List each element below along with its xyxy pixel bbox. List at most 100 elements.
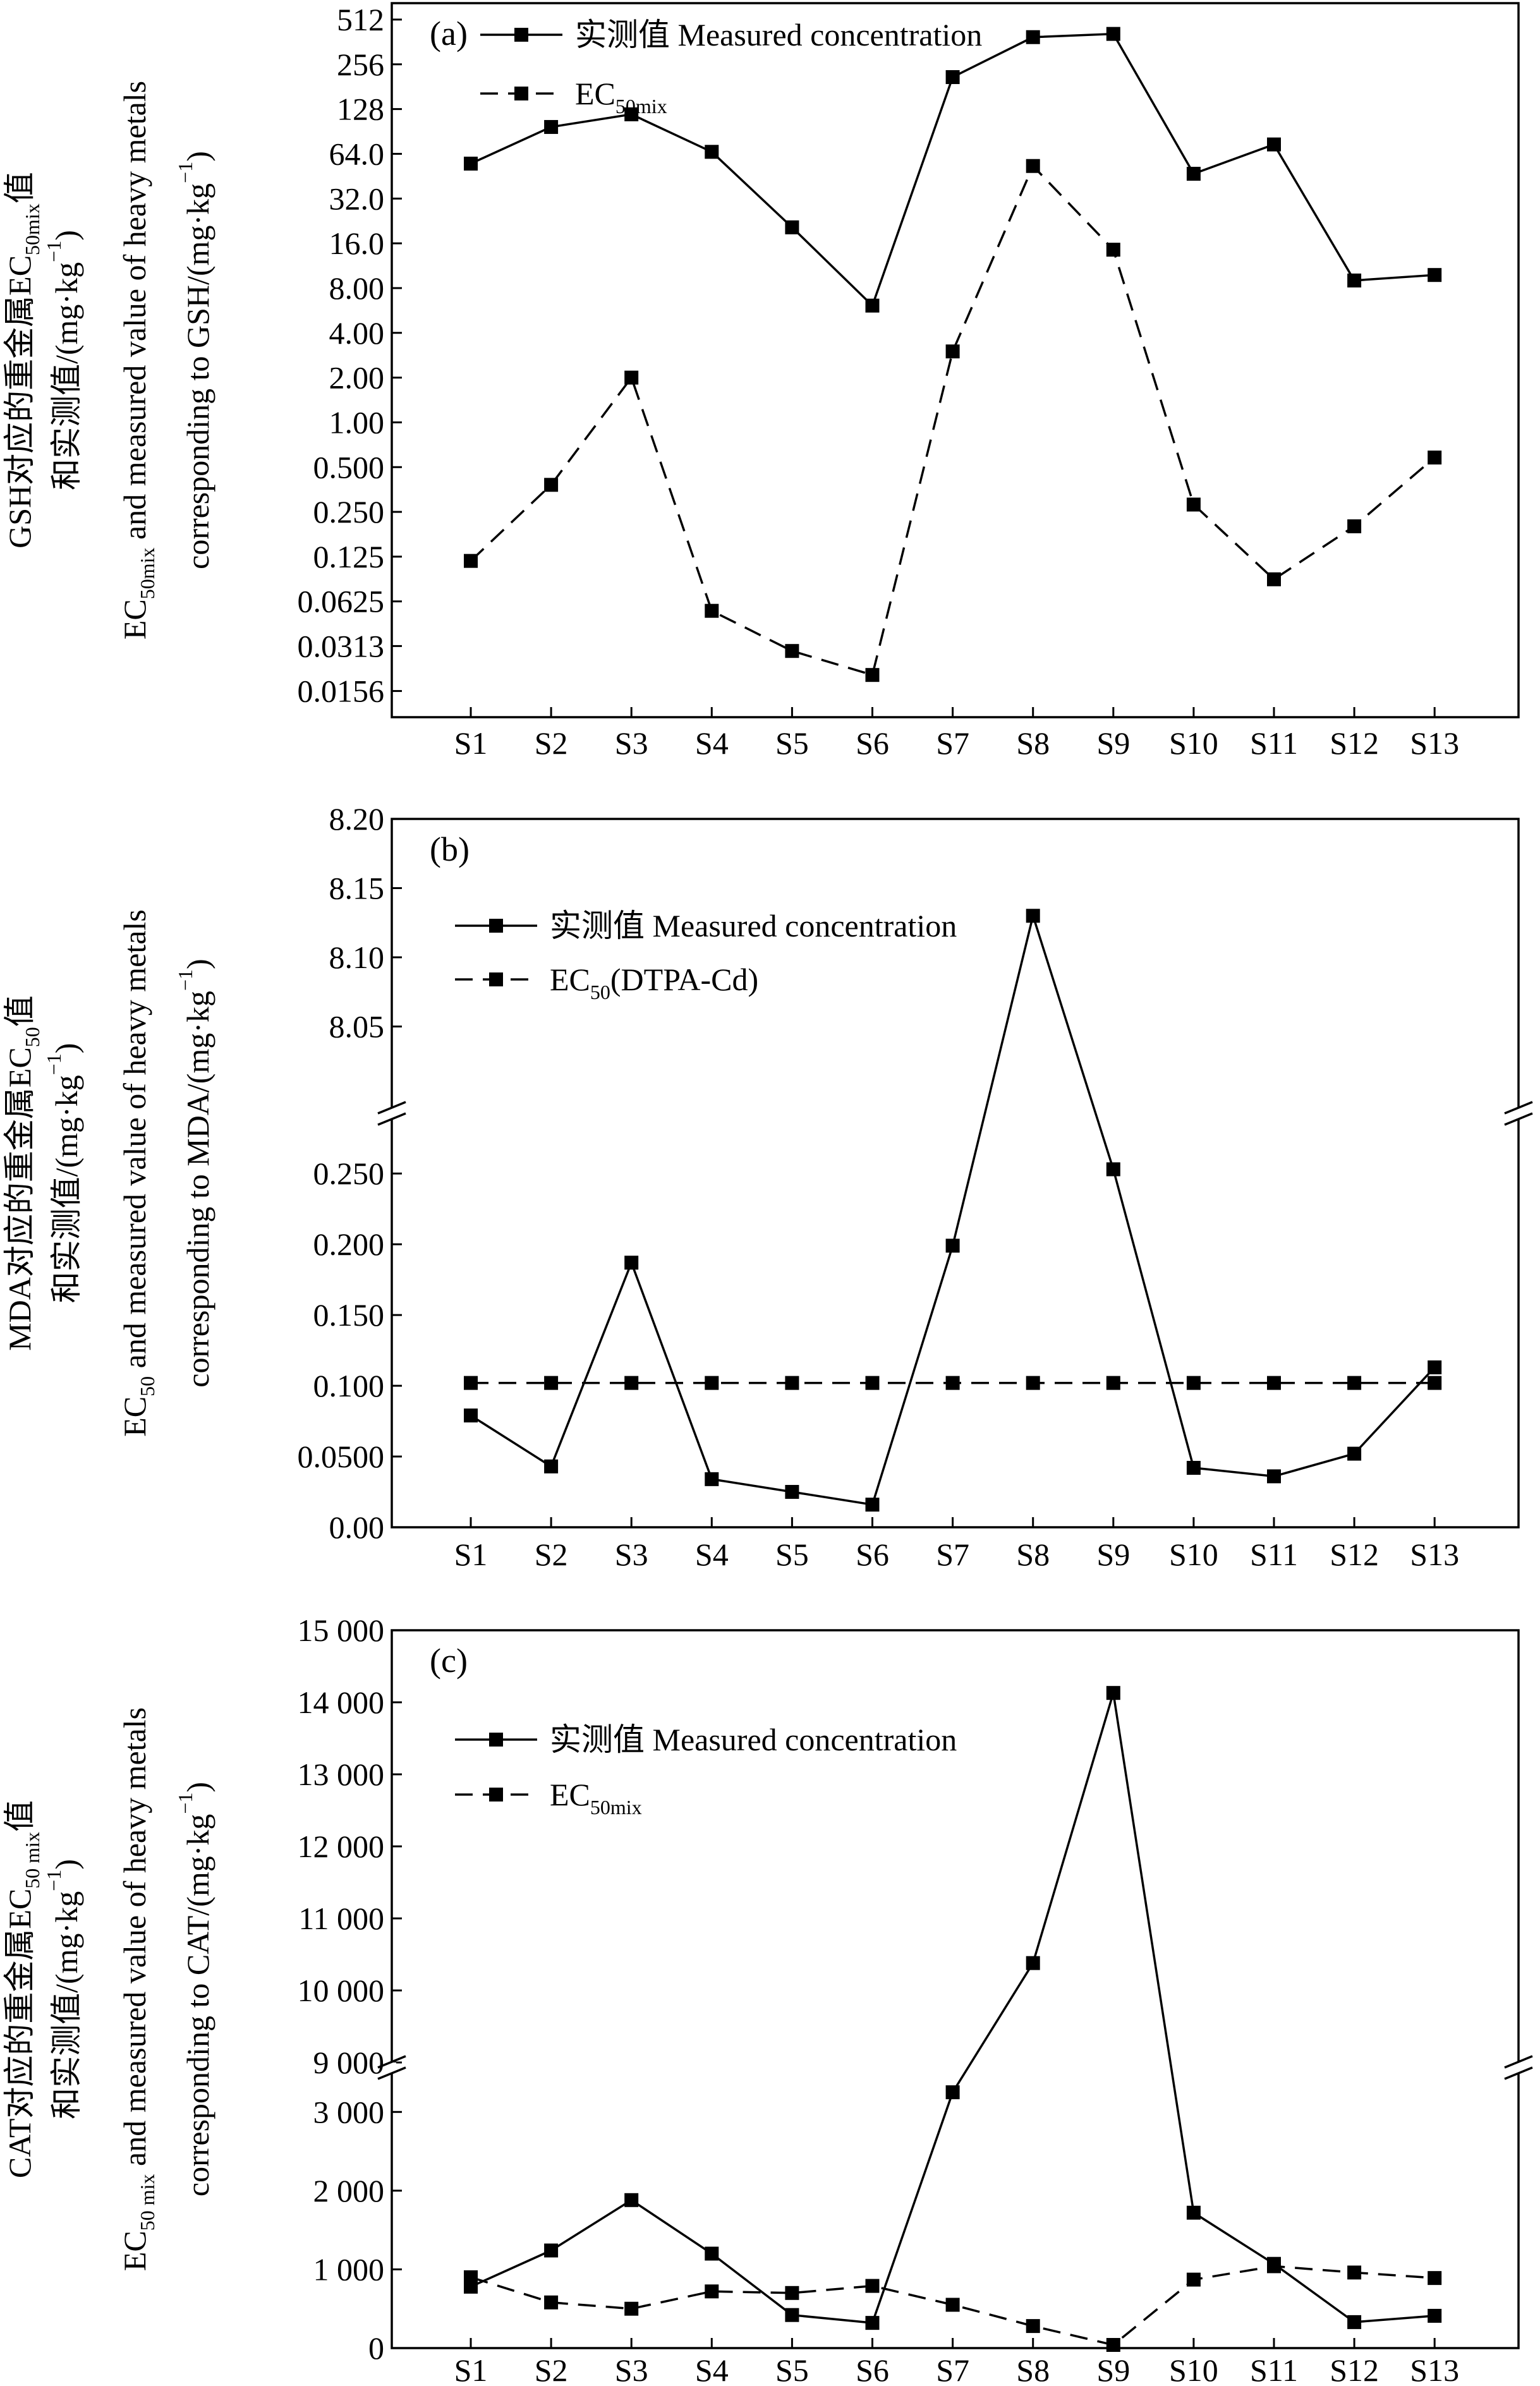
data-point-measured: [544, 2243, 559, 2258]
data-point-ec50: [1267, 572, 1281, 586]
data-point-ec50: [624, 370, 639, 385]
y-axis-label-main: GSH对应的重金属EC: [2, 255, 37, 548]
y-axis-label: corresponding to CAT/(mg·kg−1): [174, 1782, 215, 2196]
y-axis-label-subscript: 50mix: [136, 547, 159, 599]
data-point-measured: [865, 1498, 880, 1512]
y-axis-label-superscript: −1: [42, 1870, 65, 1891]
panel-b: 0.00 0.0500 0.100 0.150 0.200 0.250 8.05 8.10 8.…: [2, 801, 1533, 1572]
legend-text-main: 实测值 Measured concentration: [550, 1722, 957, 1757]
axis-break-mark: [1504, 2055, 1533, 2069]
x-tick-label: S3: [615, 1537, 648, 1572]
axis-break-mark: [377, 2066, 406, 2080]
data-point-ec50: [1026, 2319, 1040, 2334]
y-tick-label: 8.05: [329, 1009, 385, 1045]
data-point-measured: [1347, 273, 1362, 288]
data-point-ec50: [1106, 243, 1120, 257]
data-point-ec50: [544, 2295, 559, 2310]
x-tick-label: S5: [775, 2353, 809, 2386]
x-tick-label: S6: [856, 725, 889, 761]
y-tick-label: 9 000: [313, 2045, 385, 2080]
data-point-ec50: [1026, 1376, 1040, 1390]
x-tick-label: S13: [1410, 2353, 1459, 2386]
data-point-ec50: [1186, 2272, 1201, 2287]
x-tick-label: S13: [1410, 725, 1459, 761]
data-point-ec50: [1186, 1376, 1201, 1390]
x-tick-label: S7: [936, 2353, 969, 2386]
legend-text-suffix: (DTPA-Cd): [610, 962, 758, 997]
legend-text: EC50mix: [575, 76, 667, 118]
x-tick-label: S8: [1016, 1537, 1050, 1572]
data-point-measured: [544, 119, 559, 134]
y-axis-label-suffix: ): [49, 230, 84, 241]
y-axis-label-suffix: 值: [2, 172, 37, 203]
series-line-measured: [470, 911, 1436, 1506]
data-point-ec50: [705, 1376, 719, 1390]
x-tick-label: S8: [1016, 725, 1050, 761]
y-tick-label: 2 000: [313, 2173, 385, 2208]
data-point-ec50: [1428, 1376, 1442, 1390]
data-point-measured: [1267, 137, 1281, 152]
data-point-ec50: [945, 1376, 960, 1390]
y-tick-label: 0.250: [313, 494, 385, 530]
data-point-ec50: [1347, 1376, 1362, 1390]
data-point-ec50: [1186, 497, 1201, 512]
legend-text-subscript: 50: [590, 981, 610, 1003]
data-point-ec50: [1106, 1376, 1120, 1390]
data-point-measured: [1026, 909, 1040, 923]
y-axis-label: 和实测值/(mg·kg−1): [42, 1859, 84, 2119]
plot-frame: [391, 2, 1520, 718]
x-tick-label: S3: [615, 725, 648, 761]
data-point-measured: [1026, 1956, 1040, 1970]
x-tick-label: S3: [615, 2353, 648, 2386]
x-tick-label: S7: [936, 1537, 969, 1572]
series-line-measured: [470, 1692, 1435, 2325]
y-tick-label: 0.00: [329, 1510, 385, 1545]
data-point-measured: [705, 145, 719, 159]
data-point-measured: [785, 1485, 799, 1499]
y-axis-label-subscript: 50 mix: [136, 2174, 159, 2231]
data-point-ec50: [464, 554, 478, 568]
y-tick-label: 15 000: [298, 1613, 385, 1648]
legend-text-main: 实测值 Measured concentration: [550, 908, 957, 943]
y-tick-label: 4.00: [329, 315, 385, 351]
y-axis-label-suffix: and measured value of heavy metals: [117, 1707, 152, 2174]
data-point-measured: [1347, 2315, 1362, 2329]
y-axis-label-superscript: −1: [42, 241, 65, 262]
data-point-measured: [1106, 1162, 1120, 1177]
y-axis-label-superscript: −1: [174, 1793, 197, 1814]
x-tick-label: S1: [454, 2353, 488, 2386]
panel-label: (a): [430, 15, 468, 52]
x-tick-label: S4: [695, 2353, 729, 2386]
x-tick-label: S12: [1330, 1537, 1379, 1572]
y-axis-label-suffix: 值: [2, 995, 37, 1027]
data-point-measured: [865, 298, 880, 313]
legend-text: 实测值 Measured concentration: [550, 1722, 957, 1757]
legend-text-main: EC: [575, 76, 615, 111]
axis-break-mark: [1504, 1101, 1533, 1115]
x-tick-label: S9: [1096, 2353, 1130, 2386]
y-axis-label-main: EC: [117, 2231, 152, 2271]
y-axis-label-main: 和实测值/(mg·kg: [49, 1891, 84, 2119]
y-axis-label-subscript: 50: [136, 1376, 159, 1396]
y-axis-label: corresponding to GSH/(mg·kg−1): [174, 151, 215, 569]
y-tick-label: 8.20: [329, 801, 385, 837]
y-tick-label: 13 000: [298, 1757, 385, 1792]
y-axis-label-superscript: −1: [174, 969, 197, 991]
data-point-measured: [865, 2316, 880, 2330]
x-tick-label: S2: [535, 2353, 568, 2386]
data-point-ec50: [1347, 2265, 1362, 2280]
y-tick-label: 11 000: [298, 1901, 384, 1936]
data-point-ec50: [705, 2284, 719, 2299]
y-tick-label: 0: [368, 2330, 384, 2366]
legend-text-main: EC: [550, 962, 590, 997]
data-point-ec50: [865, 668, 880, 682]
data-point-measured: [1106, 27, 1120, 41]
panel-c: 0 1 000 2 000 3 000 9 000 10 000 11 000 12 000 1…: [2, 1613, 1533, 2386]
y-tick-label: 8.15: [329, 871, 385, 906]
y-axis-label-main: CAT对应的重金属EC: [2, 1889, 37, 2178]
y-tick-label: 3 000: [313, 2094, 385, 2129]
axis-break-mark: [1504, 2066, 1533, 2080]
series-line-ec50: [470, 164, 1436, 677]
data-point-measured: [705, 2246, 719, 2261]
y-axis-label: 和实测值/(mg·kg−1): [42, 1043, 84, 1304]
